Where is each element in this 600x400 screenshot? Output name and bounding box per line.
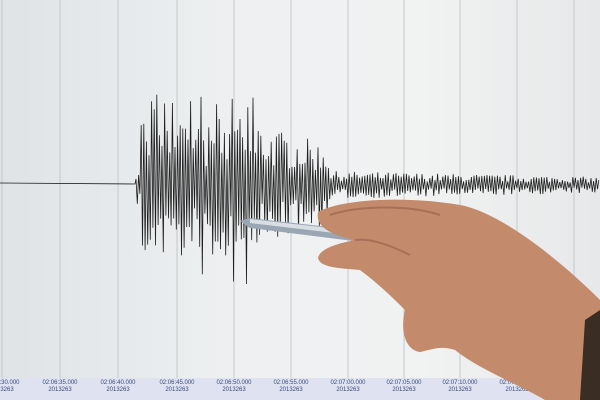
tick-time: 02:07:00.000 — [330, 380, 366, 386]
tick-date: 2013263 — [165, 387, 189, 393]
time-tick-label: 02:06:40.000 2013263 — [88, 380, 148, 394]
tick-time: 02:06:40.000 — [100, 380, 136, 386]
time-tick-label: 02:07:10.000 2013263 — [430, 380, 490, 394]
tick-date: 2013263 — [106, 387, 130, 393]
tick-date: 2013263 — [222, 387, 246, 393]
tick-time: 02:06:30.000 — [0, 380, 20, 386]
tick-time: 02:06:55.000 — [273, 380, 309, 386]
tick-time: 02:06:45.000 — [159, 380, 195, 386]
hand — [317, 199, 600, 400]
time-tick-label: 02:06:45.000 2013263 — [147, 380, 207, 394]
tick-time: 02:07:05.000 — [386, 380, 422, 386]
tick-time: 02:06:50.000 — [216, 380, 252, 386]
tick-date: 2013263 — [448, 387, 472, 393]
tick-date: 2013263 — [279, 387, 303, 393]
tick-date: 2013263 — [392, 387, 416, 393]
tick-date: 2013263 — [0, 387, 14, 393]
tick-date: 2013263 — [336, 387, 360, 393]
trace-line — [0, 94, 600, 285]
time-tick-label: 02:07:05.000 2013263 — [374, 380, 434, 394]
time-tick-label: 02:06:35.000 2013263 — [30, 380, 90, 394]
tick-time: 02:06:35.000 — [42, 380, 78, 386]
time-tick-label: 02:06:50.000 2013263 — [204, 380, 264, 394]
time-tick-label: 02:06:55.000 2013263 — [261, 380, 321, 394]
time-tick-label: 02:07:00.000 2013263 — [318, 380, 378, 394]
tick-date: 2013263 — [505, 387, 529, 393]
tick-time: 02:07:10.000 — [442, 380, 478, 386]
tick-date: 2013263 — [48, 387, 72, 393]
time-axis-bar — [0, 378, 600, 400]
